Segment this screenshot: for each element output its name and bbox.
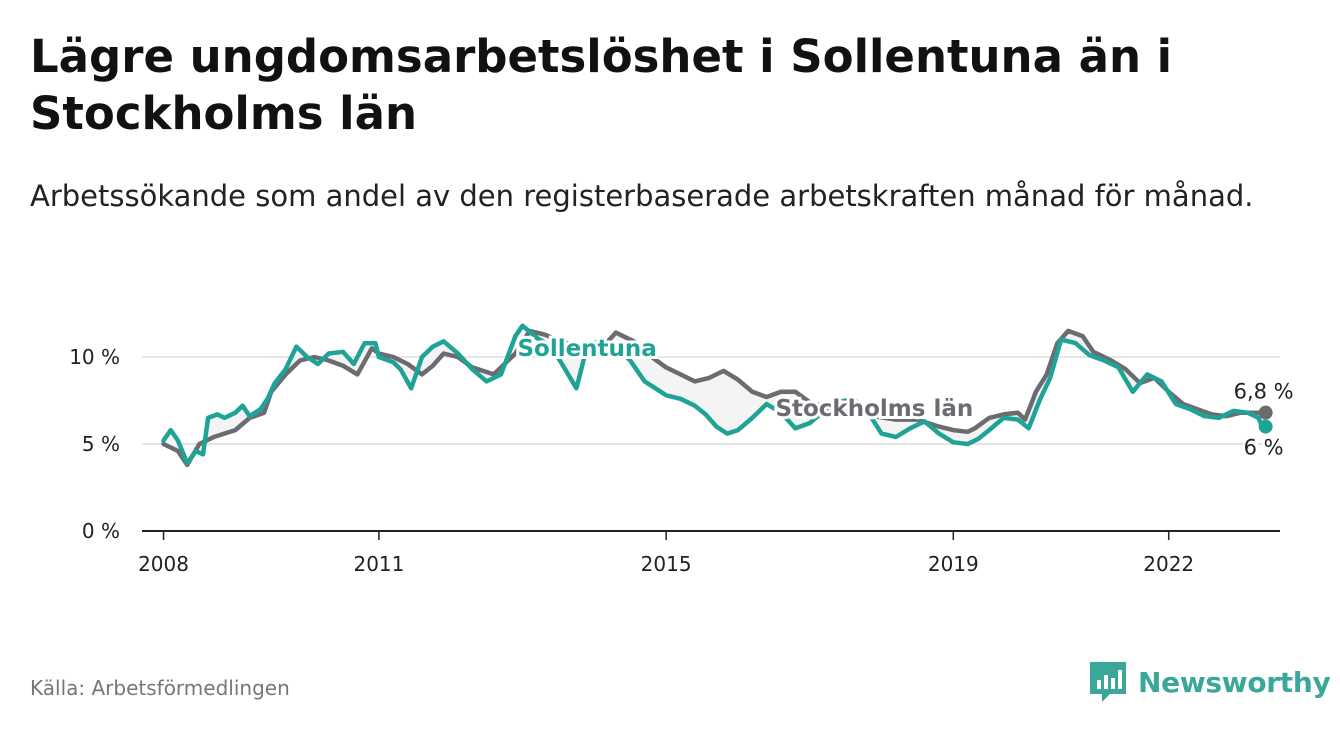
stockholms-lan-end-label: 6,8 % (1234, 380, 1294, 404)
sollentuna-line (161, 323, 1268, 466)
sollentuna-end-label: 6 % (1244, 436, 1284, 460)
sollentuna-series-label: Sollentuna (517, 336, 656, 362)
series-labels: 6,8 % 6 % Sollentuna Stockholms län (514, 333, 1296, 462)
stockholms-lan-line (161, 328, 1268, 468)
y-tick-label: 10 % (69, 345, 120, 369)
brand-name: Newsworthy (1138, 665, 1331, 699)
x-tick-label: 2015 (641, 552, 692, 576)
newsworthy-logo-icon (1090, 662, 1126, 702)
source-note: Källa: Arbetsförmedlingen (30, 676, 290, 700)
y-axis: 0 % 5 % 10 % (69, 345, 120, 543)
stockholms-lan-series-label: Stockholms län (775, 396, 973, 422)
x-tick-label: 2008 (138, 552, 189, 576)
y-tick-label: 0 % (82, 519, 120, 543)
x-tick-label: 2011 (353, 552, 404, 576)
stockholms-lan-end-dot (1258, 405, 1273, 420)
x-axis: 2008 2011 2015 2019 2022 (138, 530, 1280, 576)
line-chart: 2008 2011 2015 2019 2022 0 % 5 % 10 % 6,8 % 6 %… (69, 323, 1296, 576)
series-lines (161, 323, 1268, 468)
sollentuna-end-dot (1258, 419, 1273, 434)
chart-subtitle: Arbetssökande som andel av den registerb… (30, 179, 1254, 213)
x-tick-label: 2019 (928, 552, 979, 576)
y-tick-label: 5 % (82, 432, 120, 456)
brand-logo: Newsworthy (1088, 660, 1331, 704)
x-tick-label: 2022 (1143, 552, 1194, 576)
difference-area (163, 325, 1266, 465)
chart-title: Lägre ungdomsarbetslöshet i Sollentuna ä… (30, 30, 1173, 140)
